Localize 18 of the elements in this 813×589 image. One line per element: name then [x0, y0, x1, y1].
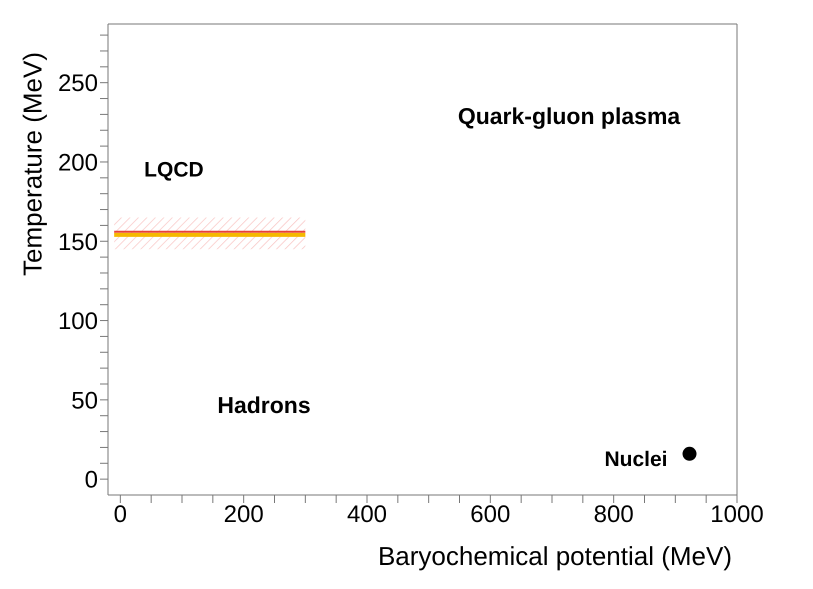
- series-label: Nuclei: [604, 448, 668, 471]
- x-tick-label: 0: [114, 501, 128, 528]
- y-tick-label: 0: [84, 466, 98, 494]
- x-axis-title: Baryochemical potential (MeV): [378, 541, 732, 571]
- y-tick-label: 150: [58, 228, 98, 256]
- y-tick-label: 100: [58, 308, 98, 336]
- x-tick-label: 1000: [710, 501, 764, 528]
- x-tick-label: 200: [224, 501, 264, 528]
- y-tick-label: 250: [58, 70, 98, 98]
- x-tick-label: 400: [346, 501, 388, 528]
- x-tick-label: 600: [470, 501, 510, 528]
- text: LQCD: [144, 158, 204, 182]
- y-tick-label: 50: [71, 387, 98, 414]
- annotation: Hadrons: [217, 392, 311, 418]
- annotation: Quark-gluon plasma: [458, 103, 680, 129]
- x-tick-label: 800: [594, 501, 634, 528]
- y-axis-title: Temperature (MeV): [17, 52, 48, 276]
- y-tick-label: 200: [58, 149, 98, 176]
